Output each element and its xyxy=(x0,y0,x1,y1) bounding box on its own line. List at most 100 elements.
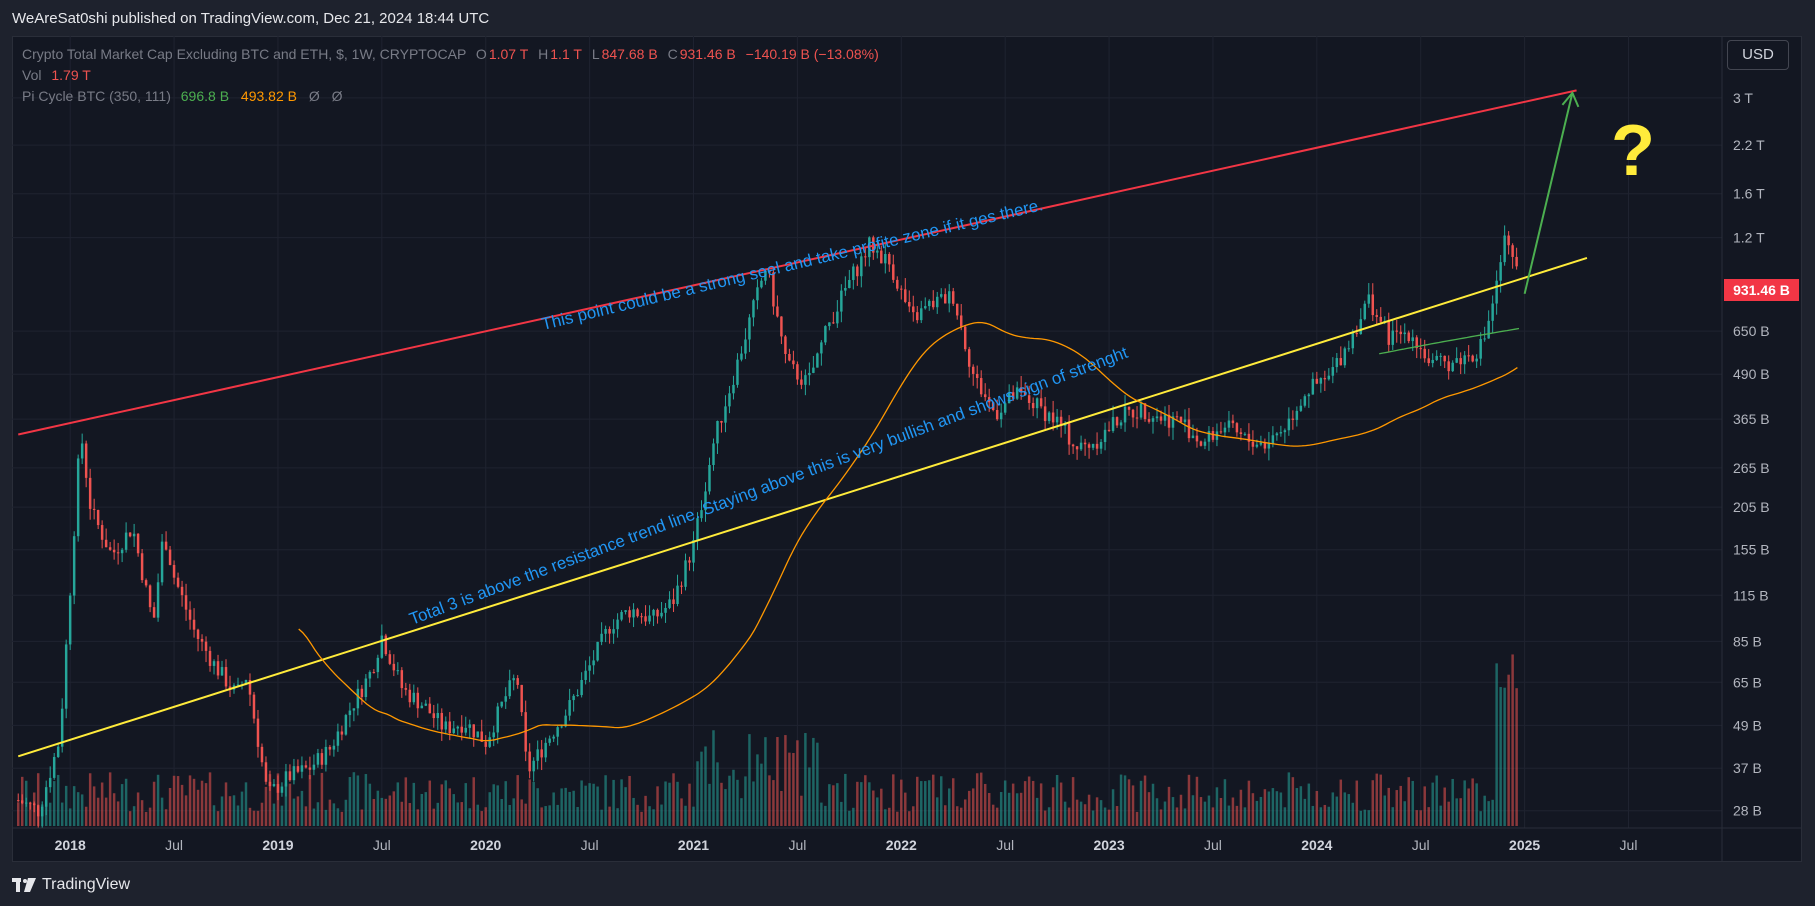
volume-bar xyxy=(832,785,835,826)
volume-bar xyxy=(496,785,499,826)
candle-body xyxy=(1451,362,1454,372)
candle-body xyxy=(392,663,396,671)
volume-bar xyxy=(1095,797,1099,826)
candle-body xyxy=(1271,435,1275,444)
candle-body xyxy=(852,266,855,280)
volume-bar xyxy=(900,779,903,826)
candle-body xyxy=(856,266,859,277)
volume-bar xyxy=(1487,801,1490,826)
price-tick-label: 28 B xyxy=(1733,803,1762,819)
volume-bar xyxy=(896,811,899,826)
volume-bar xyxy=(1295,788,1299,826)
candle-body xyxy=(388,654,392,664)
volume-bar xyxy=(284,783,288,826)
volume-bar xyxy=(768,775,771,826)
candle-body xyxy=(1123,406,1127,423)
time-tick-label: Jul xyxy=(996,837,1014,853)
time-tick-label: 2024 xyxy=(1301,837,1332,853)
volume-bar xyxy=(352,772,356,826)
volume-bar xyxy=(1343,792,1347,826)
candle-body xyxy=(292,766,296,781)
candle-body xyxy=(1447,361,1450,372)
candle-body xyxy=(532,760,535,772)
candle-body xyxy=(1075,446,1079,450)
volume-bar xyxy=(1039,783,1043,826)
volume-bar xyxy=(971,788,975,826)
candle-body xyxy=(200,638,204,642)
candle-body xyxy=(448,721,452,733)
volume-bar xyxy=(212,805,216,826)
volume-bar xyxy=(1167,786,1171,826)
volume-bar xyxy=(844,773,847,826)
price-tick-label: 365 B xyxy=(1733,411,1770,427)
volume-bar xyxy=(240,791,244,826)
volume-bar xyxy=(296,796,300,826)
volume-bar xyxy=(412,782,416,826)
candle-body xyxy=(1023,392,1027,396)
candle-body xyxy=(648,615,651,622)
currency-button[interactable]: USD xyxy=(1727,40,1789,70)
volume-bar xyxy=(1267,791,1271,826)
volume-bar xyxy=(96,797,100,826)
candle-body xyxy=(1239,432,1243,435)
candle-body xyxy=(1155,416,1159,419)
candle-body xyxy=(152,607,156,618)
candle-body xyxy=(332,745,336,750)
candle-body xyxy=(156,582,160,618)
candle-body xyxy=(1251,441,1255,447)
candle-body xyxy=(728,393,731,407)
brand-name: TradingView xyxy=(42,876,131,893)
candle-body xyxy=(584,670,587,680)
volume-bar xyxy=(892,774,895,826)
candle-body xyxy=(656,609,659,617)
volume-bar xyxy=(1431,782,1434,826)
volume-bar xyxy=(624,787,627,826)
candle-body xyxy=(1375,315,1379,317)
candle-body xyxy=(1407,332,1410,342)
price-tick-label: 3 T xyxy=(1733,90,1753,106)
volume-bar xyxy=(812,737,815,826)
volume-bar xyxy=(840,801,843,826)
candle-body xyxy=(808,372,811,376)
time-tick-label: Jul xyxy=(165,837,183,853)
volume-bar xyxy=(520,799,523,826)
candle-body xyxy=(916,312,919,321)
volume-bar xyxy=(344,799,348,826)
candle-body xyxy=(983,394,987,398)
candle-body xyxy=(1379,316,1383,322)
candle-body xyxy=(796,364,799,380)
high-label: H xyxy=(538,46,549,62)
candle-body xyxy=(604,629,607,634)
candle-body xyxy=(1411,337,1414,342)
volume-bar xyxy=(76,792,80,826)
volume-bar xyxy=(604,775,607,826)
candle-body xyxy=(1231,420,1235,424)
volume-bar xyxy=(995,807,999,826)
volume-bar xyxy=(584,785,587,826)
candle-body xyxy=(596,641,599,661)
volume-bar xyxy=(951,778,955,826)
candle-body xyxy=(676,585,679,605)
volume-bar xyxy=(1399,785,1402,826)
volume-bar xyxy=(876,797,879,826)
candle-body xyxy=(1395,330,1398,332)
volume-bar xyxy=(999,792,1003,826)
candle-body xyxy=(184,595,188,610)
candle-body xyxy=(108,547,112,550)
candle-body xyxy=(608,629,611,634)
price-tick-label: 85 B xyxy=(1733,633,1762,649)
candle-body xyxy=(1507,235,1510,246)
volume-bar xyxy=(508,804,511,826)
volume-bar xyxy=(200,780,204,826)
price-axis: 3 T 2.2 T 1.6 T 1.2 T 650 B 490 B 365 B 265 B 20… xyxy=(1733,90,1770,819)
volume-bar xyxy=(324,809,328,826)
volume-bar xyxy=(560,788,563,826)
volume-bar xyxy=(716,762,719,826)
time-tick-label: 2020 xyxy=(470,837,501,853)
volume-bar xyxy=(804,733,807,826)
candle-body xyxy=(1011,392,1015,399)
candle-body xyxy=(995,410,999,420)
candle-body xyxy=(1259,442,1263,445)
candle-body xyxy=(316,753,320,765)
